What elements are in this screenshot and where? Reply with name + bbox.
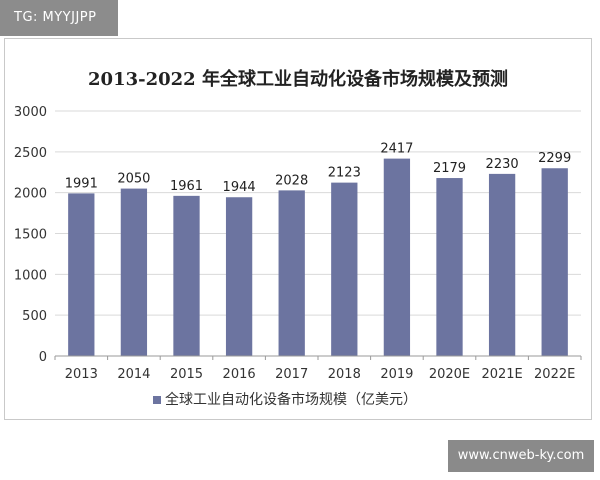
bar [173,195,200,356]
y-tick-label: 2000 [14,187,47,202]
x-tick-label: 2015 [170,367,203,382]
data-label: 2230 [486,157,519,172]
bar [541,168,568,356]
data-labels: 1991 2050 1961 1944 2028 2123 2417 2179 2230 2299 [65,142,571,196]
bar [436,178,463,356]
x-tick-label: 2021E [481,367,522,382]
y-tick-label: 3000 [14,105,47,120]
y-tick-label: 1000 [14,268,47,283]
y-tick-label: 0 [39,350,47,365]
x-tick-label: 2013 [65,367,98,382]
data-label: 2123 [328,166,361,181]
legend: 全球工业自动化设备市场规模（亿美元） [153,391,417,408]
bar [120,188,148,356]
y-axis: 0 500 1000 1500 2000 2500 3000 [14,105,47,365]
bar [225,197,253,356]
x-tick-label: 2020E [429,367,470,382]
data-label: 2028 [275,173,308,188]
data-label: 2417 [380,142,413,157]
data-label: 2050 [117,172,150,187]
x-axis: 2013 2014 2015 2016 2017 2018 2019 2020E 2021E 20… [54,355,582,382]
bar [383,158,411,356]
y-tick-label: 2500 [14,146,47,161]
bar-group [68,158,568,356]
data-label: 2179 [433,161,466,176]
chart-title: 2013-2022 年全球工业自动化设备市场规模及预测 [88,68,508,90]
bar [488,173,516,356]
y-tick-label: 500 [22,309,47,324]
legend-swatch [153,396,161,404]
data-label: 1944 [223,180,256,195]
x-tick-label: 2016 [223,367,256,382]
x-tick-label: 2014 [117,367,150,382]
chart-frame: 2013-2022 年全球工业自动化设备市场规模及预测 0 500 1000 1500… [4,38,592,420]
bar [278,190,305,356]
bar [331,182,358,356]
data-label: 2299 [538,151,571,166]
watermark-badge: TG: MYYJJPP [0,0,118,36]
data-label: 1961 [170,179,203,194]
x-tick-label: 2018 [328,367,361,382]
legend-label: 全球工业自动化设备市场规模（亿美元） [165,391,417,408]
bar [68,193,95,356]
x-tick-label: 2019 [380,367,413,382]
data-label: 1991 [65,176,98,191]
bar-chart: 2013-2022 年全球工业自动化设备市场规模及预测 0 500 1000 1500… [14,68,582,408]
site-watermark: www.cnweb-ky.com [448,440,594,472]
x-tick-label: 2017 [275,367,308,382]
x-tick-label: 2022E [534,367,575,382]
y-tick-label: 1500 [14,228,47,243]
